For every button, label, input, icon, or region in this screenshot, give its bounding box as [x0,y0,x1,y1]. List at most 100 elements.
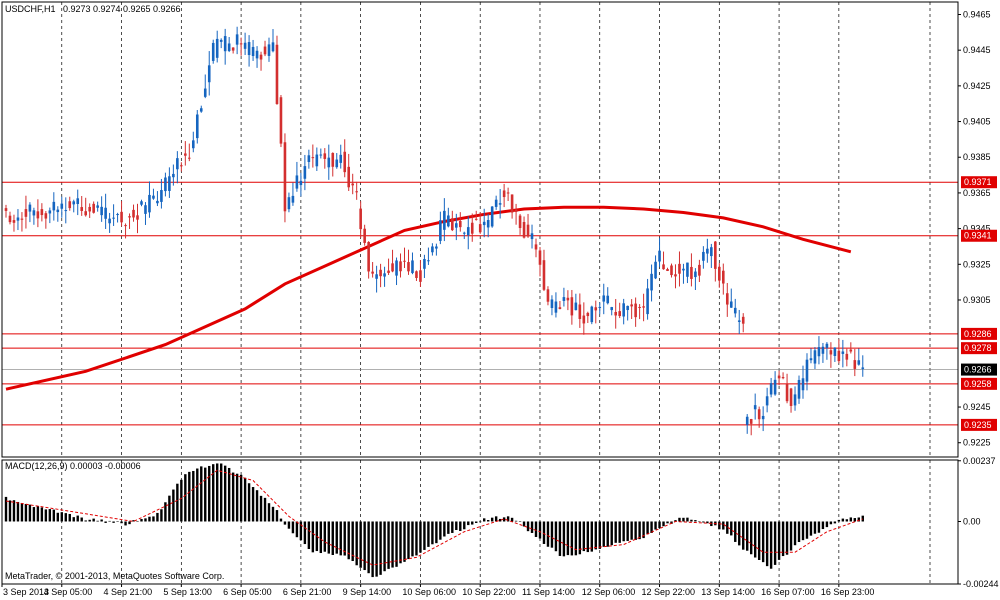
time-tick-label: 11 Sep 14:00 [522,587,575,597]
macd-bar [192,470,195,522]
candle [714,241,717,282]
macd-bar [164,502,167,522]
macd-bar [574,521,578,556]
macd-bar [638,521,641,540]
candle [638,304,641,320]
candle [28,202,32,223]
macd-bar [670,521,673,524]
macd-bar [327,521,330,554]
macd-bar [658,521,661,529]
macd-bar [52,509,56,522]
macd-bar [502,517,506,522]
macd-bar [116,521,119,522]
candle [299,172,303,197]
candle [582,302,586,335]
candle [68,196,72,211]
candle [311,144,315,168]
macd-bar [845,519,849,522]
candle [470,213,474,242]
macd-bar [821,521,825,530]
candle [733,298,737,318]
candle [841,339,845,368]
candle [741,313,745,333]
level-label-text: 0.9235 [964,420,992,430]
macd-bar [722,521,725,530]
candle [72,199,76,213]
macd-bar [391,521,394,568]
candle [654,255,657,280]
candle [156,191,159,207]
time-tick-label: 6 Sep 05:00 [223,587,272,597]
macd-bar [172,489,175,522]
candle [670,263,673,278]
macd-bar [347,521,350,560]
macd-bar [757,521,761,561]
candle [351,173,354,195]
candle [710,243,713,268]
macd-bar [295,521,299,538]
candle [765,387,769,413]
macd-bar [363,521,366,571]
macd-bar [829,521,833,525]
candle [291,182,295,206]
candle [12,214,16,232]
macd-bar [128,521,131,525]
macd-bar [777,521,781,560]
time-tick-label: 12 Sep 06:00 [582,587,636,597]
macd-bar [674,520,677,522]
macd-bar [522,521,526,527]
macd-bar [662,521,665,527]
macd-bar [120,521,123,524]
price-tick-label: 0.9445 [963,45,991,55]
candle [821,342,825,363]
candle [749,418,753,436]
candle [478,212,482,234]
macd-bar [849,517,853,522]
candle [725,282,729,317]
macd-bar [403,521,406,562]
candle [211,39,215,64]
time-tick-label: 10 Sep 22:00 [462,587,516,597]
macd-bar [359,521,362,568]
candle [458,212,462,232]
candle [415,270,418,281]
macd-bar [367,521,370,574]
candle [769,377,773,398]
macd-bar [809,521,813,536]
time-tick-label: 16 Sep 07:00 [761,587,815,597]
macd-bar [690,519,693,522]
candle [191,131,195,153]
macd-bar [459,521,462,531]
candle [395,257,398,286]
candle [251,39,255,61]
macd-bar [562,521,566,557]
candle [92,201,95,214]
candle [116,212,119,223]
candle [702,246,705,269]
macd-bar [486,520,490,522]
macd-bar [208,465,211,522]
macd-bar [108,520,111,522]
macd-bar [411,521,414,557]
candle [343,139,347,178]
candle [550,295,554,316]
macd-bar [435,521,438,544]
candle [359,201,362,238]
macd-bar [698,521,701,522]
macd-bar [243,477,247,522]
main-chart-title: USDCHF,H1 [5,4,56,14]
candle [399,253,402,278]
candle [490,206,494,228]
macd-bar [586,521,590,553]
bid-label-text: 0.9266 [964,365,992,375]
time-tick-label: 12 Sep 22:00 [642,587,696,597]
candle [502,183,506,208]
candle [722,263,725,295]
time-tick-label: 4 Sep 21:00 [104,587,153,597]
candle [678,251,681,287]
candle [570,289,574,325]
macd-bar [738,521,741,546]
candle [80,196,84,216]
candle [176,151,179,184]
time-tick-label: 6 Sep 21:00 [283,587,332,597]
